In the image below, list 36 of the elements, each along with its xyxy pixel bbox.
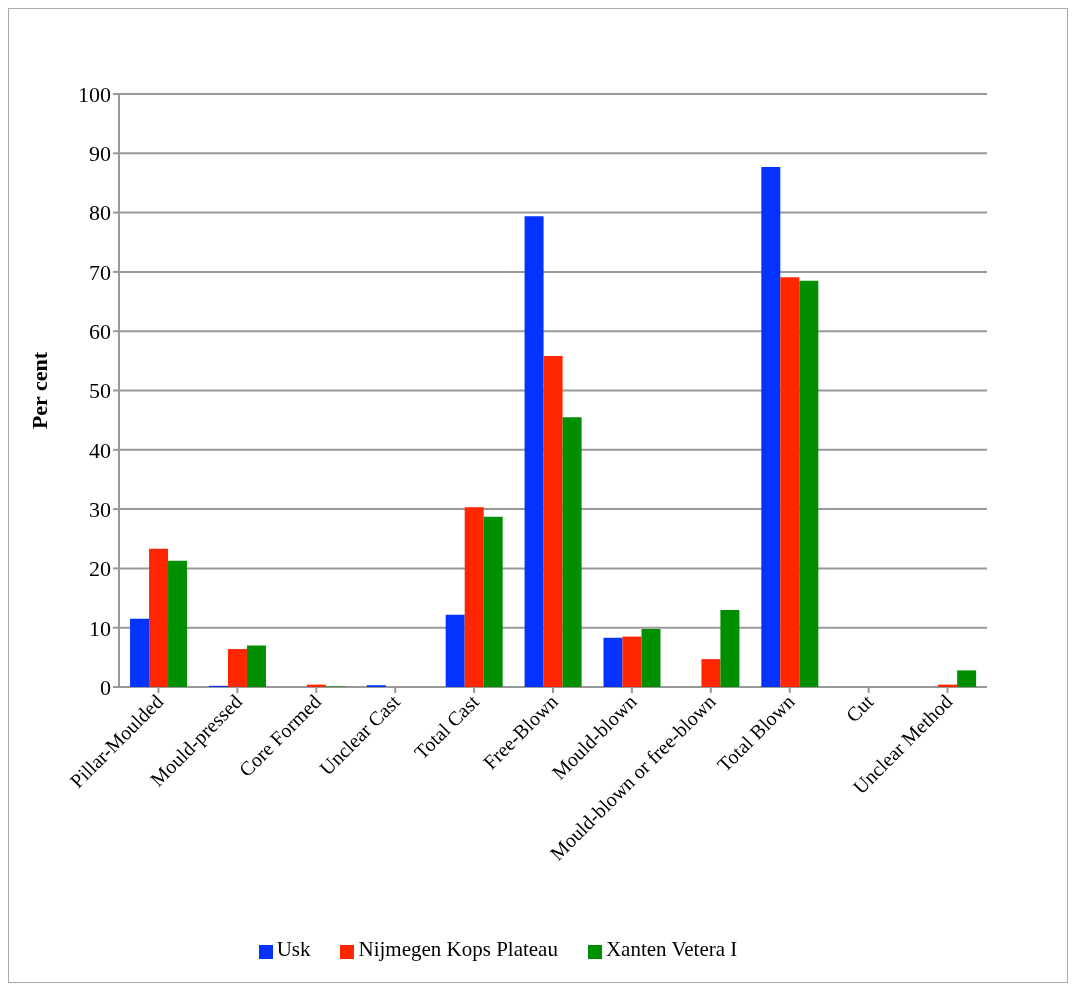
bar — [761, 166, 781, 687]
y-tick-label: 10 — [89, 615, 111, 641]
y-tick-label: 20 — [89, 556, 111, 582]
bar — [246, 645, 266, 687]
bar — [603, 637, 623, 687]
y-tick-label: 70 — [89, 259, 111, 285]
y-tick-label: 60 — [89, 319, 111, 345]
x-tick-label: Cut — [841, 689, 878, 727]
bar — [483, 516, 503, 687]
bar — [701, 659, 721, 687]
bar — [464, 507, 484, 687]
y-tick-label: 80 — [89, 200, 111, 226]
y-tick-label: 90 — [89, 141, 111, 167]
bar — [622, 636, 642, 687]
legend-label: Usk — [276, 937, 311, 961]
bar — [227, 649, 247, 687]
bar — [720, 609, 740, 687]
bar — [445, 614, 465, 687]
bar — [524, 216, 544, 687]
bar — [957, 670, 977, 687]
legend-label: Nijmegen Kops Plateau — [358, 937, 558, 961]
bar — [543, 356, 563, 687]
legend-label: Xanten Vetera I — [605, 937, 738, 961]
y-tick-label: 0 — [100, 674, 111, 700]
y-tick-label: 40 — [89, 437, 111, 463]
bar — [149, 548, 169, 687]
y-tick-label: 50 — [89, 378, 111, 404]
y-axis-title: Per cent — [26, 351, 52, 430]
bar — [780, 277, 800, 687]
y-tick-label: 30 — [89, 496, 111, 522]
bar — [562, 417, 582, 687]
y-tick-label: 100 — [78, 81, 111, 107]
bar — [130, 618, 150, 687]
bar — [168, 560, 188, 687]
bar — [641, 628, 661, 687]
bar — [799, 280, 819, 687]
